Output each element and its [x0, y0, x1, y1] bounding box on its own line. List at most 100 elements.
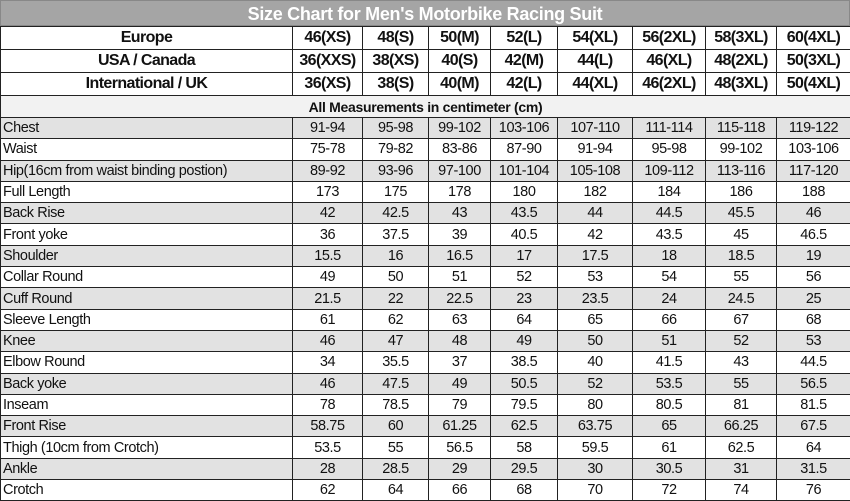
measurement-value: 44: [557, 202, 633, 225]
measurement-value: 97-100: [428, 159, 491, 182]
size-header-cell: 60(4XL): [776, 26, 850, 50]
measurement-value: 43: [428, 202, 491, 225]
table-row: Inseam 78 78.5 79 79.5 80 80.5 81 81.5: [0, 393, 850, 417]
size-header-cell: 54(XL): [557, 26, 633, 50]
measurement-value: 61: [292, 308, 363, 331]
measurement-value: 28: [292, 457, 363, 481]
measurement-value: 70: [557, 479, 633, 501]
measurement-value: 55: [705, 372, 777, 395]
measurement-value: 72: [632, 479, 706, 501]
measurement-value: 99-102: [428, 116, 491, 140]
measurement-value: 68: [776, 308, 850, 331]
size-header-cell: 36(XXS): [292, 49, 363, 73]
measurement-label: Full Length: [0, 180, 293, 204]
size-header-cell: 46(XL): [632, 49, 706, 73]
size-header-cell: 50(M): [428, 26, 491, 50]
size-system-label: International / UK: [0, 72, 293, 96]
measurement-value: 40: [557, 351, 633, 374]
size-header-cell: 40(S): [428, 49, 491, 73]
measurement-value: 173: [292, 180, 363, 204]
measurement-value: 19: [776, 244, 850, 268]
measurement-value: 111-114: [632, 116, 706, 140]
measurement-label: Front Rise: [0, 415, 293, 438]
measurement-value: 58: [490, 436, 558, 459]
measurement-value: 43.5: [632, 223, 706, 246]
measurement-value: 44.5: [776, 351, 850, 374]
measurement-value: 109-112: [632, 159, 706, 182]
measurement-label: Sleeve Length: [0, 308, 293, 331]
table-row: Collar Round 49 50 51 52 53 54 55 56: [0, 266, 850, 289]
measurement-value: 175: [362, 180, 429, 204]
measurement-value: 64: [490, 308, 558, 331]
measurement-value: 91-94: [292, 116, 363, 140]
measurement-label: Knee: [0, 329, 293, 353]
size-header-cell: 44(L): [557, 49, 633, 73]
measurement-value: 91-94: [557, 138, 633, 161]
measurement-value: 80.5: [632, 393, 706, 417]
measurement-value: 93-96: [362, 159, 429, 182]
size-header-cell: 44(XL): [557, 72, 633, 96]
measurement-value: 119-122: [776, 116, 850, 140]
measurement-value: 15.5: [292, 244, 363, 268]
size-header-cell: 38(XS): [362, 49, 429, 73]
measurement-value: 43.5: [490, 202, 558, 225]
size-system-label: USA / Canada: [0, 49, 293, 73]
table-row: Front yoke 36 37.5 39 40.5 42 43.5 45 46.5: [0, 223, 850, 246]
measurement-value: 64: [776, 436, 850, 459]
measurement-value: 47.5: [362, 372, 429, 395]
measurement-value: 180: [490, 180, 558, 204]
measurement-value: 50: [557, 329, 633, 353]
measurement-value: 80: [557, 393, 633, 417]
size-header-cell: 42(L): [490, 72, 558, 96]
size-header-cell: 50(4XL): [776, 72, 850, 96]
measurement-value: 47: [362, 329, 429, 353]
measurement-value: 79: [428, 393, 491, 417]
table-row: Front Rise 58.75 60 61.25 62.5 63.75 65 66.25 67…: [0, 415, 850, 438]
measurement-value: 37: [428, 351, 491, 374]
measurement-value: 46: [776, 202, 850, 225]
measurement-value: 65: [632, 415, 706, 438]
table-row: Sleeve Length 61 62 63 64 65 66 67 68: [0, 308, 850, 331]
measurement-value: 22: [362, 287, 429, 310]
measurement-value: 29.5: [490, 457, 558, 481]
measurement-value: 78: [292, 393, 363, 417]
measurement-value: 67.5: [776, 415, 850, 438]
measurement-label: Elbow Round: [0, 351, 293, 374]
measurement-value: 43: [705, 351, 777, 374]
measurement-value: 184: [632, 180, 706, 204]
size-header-cell: 40(M): [428, 72, 491, 96]
measurement-value: 59.5: [557, 436, 633, 459]
measurement-label: Ankle: [0, 457, 293, 481]
measurement-value: 52: [557, 372, 633, 395]
measurement-value: 54: [632, 266, 706, 289]
measurement-value: 24: [632, 287, 706, 310]
measurement-value: 53: [776, 329, 850, 353]
measurement-value: 53.5: [292, 436, 363, 459]
measurement-value: 79.5: [490, 393, 558, 417]
measurement-value: 63: [428, 308, 491, 331]
units-note-row: All Measurements in centimeter (cm): [0, 95, 850, 118]
measurement-value: 42.5: [362, 202, 429, 225]
size-header-cell: 48(3XL): [705, 72, 777, 96]
measurement-value: 37.5: [362, 223, 429, 246]
measurement-value: 17: [490, 244, 558, 268]
measurement-value: 67: [705, 308, 777, 331]
size-header-cell: 48(S): [362, 26, 429, 50]
measurement-value: 29: [428, 457, 491, 481]
measurement-value: 16: [362, 244, 429, 268]
measurement-value: 186: [705, 180, 777, 204]
size-header-cell: 36(XS): [292, 72, 363, 96]
measurement-value: 36: [292, 223, 363, 246]
size-header-cell: 50(3XL): [776, 49, 850, 73]
table-row: Crotch 62 64 66 68 70 72 74 76: [0, 479, 850, 501]
size-system-row: Europe 46(XS) 48(S) 50(M) 52(L) 54(XL) 56(2XL)…: [0, 26, 850, 50]
measurement-value: 18: [632, 244, 706, 268]
measurement-value: 46: [292, 329, 363, 353]
measurement-value: 24.5: [705, 287, 777, 310]
measurement-value: 56.5: [776, 372, 850, 395]
measurement-value: 62.5: [490, 415, 558, 438]
measurement-value: 87-90: [490, 138, 558, 161]
measurement-value: 60: [362, 415, 429, 438]
measurement-label: Chest: [0, 116, 293, 140]
measurement-label: Waist: [0, 138, 293, 161]
